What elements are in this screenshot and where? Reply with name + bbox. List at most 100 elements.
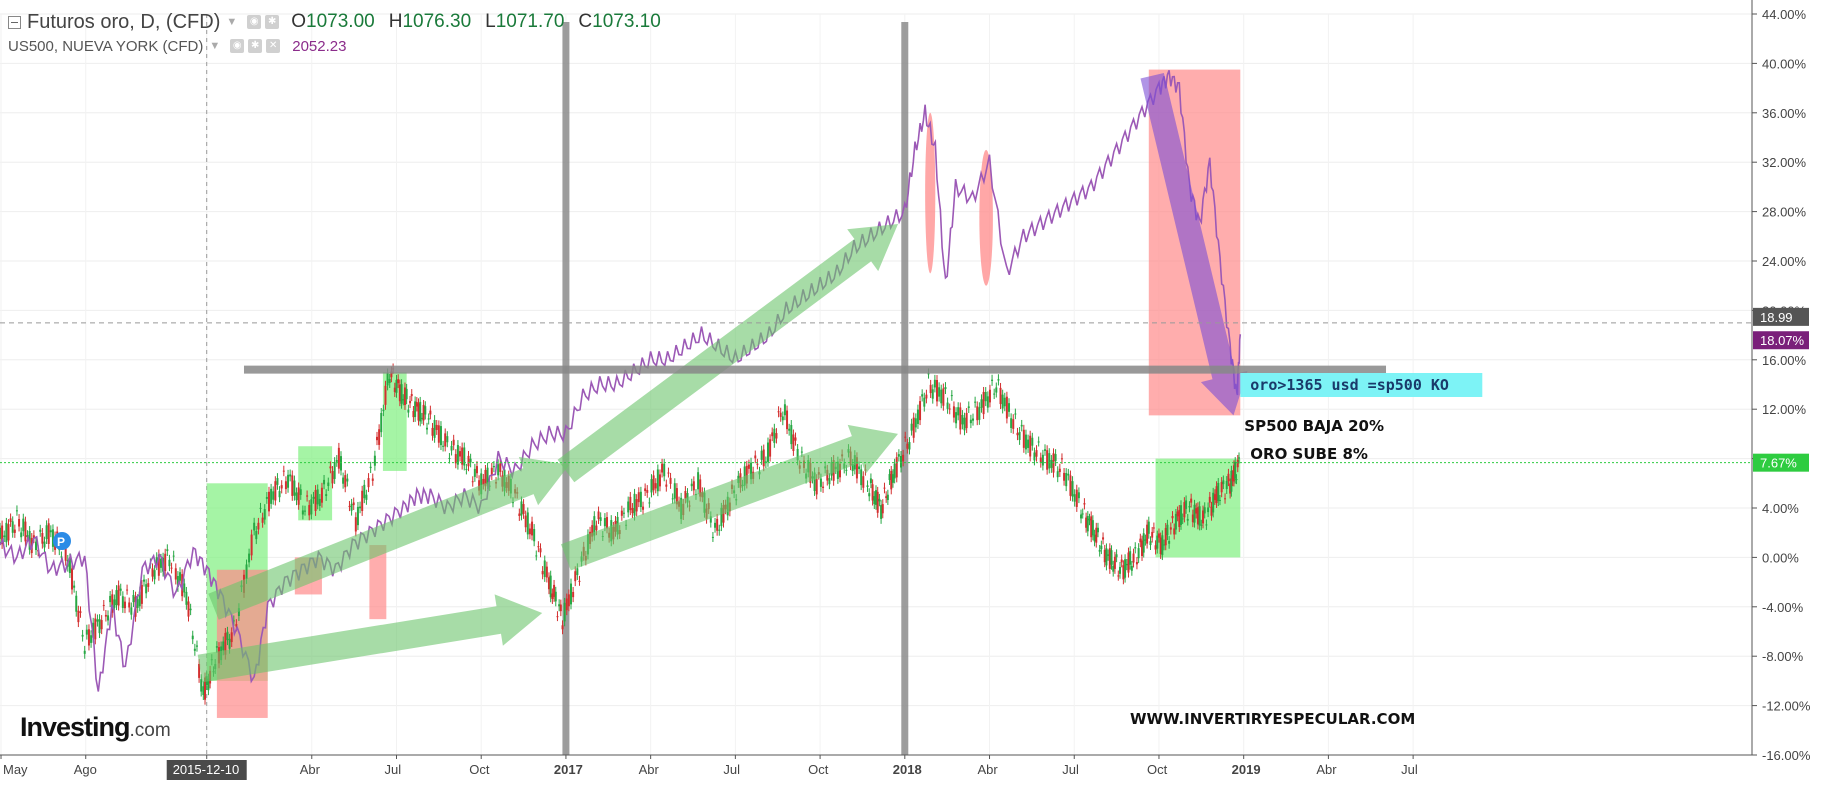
gold-candle xyxy=(320,487,323,503)
gold-candle xyxy=(923,397,926,407)
gold-candle xyxy=(658,474,661,487)
gold-candle xyxy=(51,529,54,547)
gold-candle xyxy=(189,608,192,611)
gold-candle xyxy=(1100,545,1103,550)
gold-candle xyxy=(794,437,797,441)
gold-candle xyxy=(769,439,772,457)
gold-candle xyxy=(644,488,647,492)
gold-candle xyxy=(64,547,67,561)
gold-candle xyxy=(871,484,874,501)
gold-candle xyxy=(669,477,672,484)
gold-candle xyxy=(293,480,296,496)
gold-candle xyxy=(815,479,818,495)
gold-candle xyxy=(663,463,666,477)
gold-candle xyxy=(1113,556,1116,569)
gold-candle xyxy=(274,481,277,501)
gold-candle xyxy=(367,478,370,488)
gold-candle xyxy=(1232,465,1235,482)
collapse-icon[interactable] xyxy=(8,15,21,29)
y-tick-label: -16.00% xyxy=(1762,748,1811,763)
gold-candle xyxy=(633,493,636,516)
gold-candle xyxy=(1191,514,1194,523)
chevron-down-icon[interactable]: ▼ xyxy=(209,40,221,52)
trend-arrow xyxy=(208,456,570,620)
gold-candle xyxy=(407,409,410,413)
gold-candle xyxy=(1085,517,1088,528)
gold-candle xyxy=(410,394,413,397)
gold-candle xyxy=(665,484,668,487)
chevron-down-icon[interactable]: ▼ xyxy=(226,16,238,28)
gold-candle xyxy=(117,585,120,606)
gold-candle xyxy=(567,594,570,607)
gold-candle xyxy=(1169,527,1172,530)
gold-candle xyxy=(22,518,25,532)
main-symbol-label[interactable]: Futuros oro, D, (CFD) xyxy=(27,10,221,33)
ohlc-l: L1071.70 xyxy=(485,11,564,32)
gold-candle xyxy=(1220,482,1223,493)
gold-candle xyxy=(1139,538,1142,543)
eye-icon[interactable]: ◉ xyxy=(247,15,262,29)
gold-candle xyxy=(948,408,951,410)
gold-candle xyxy=(1095,527,1098,543)
gear-icon[interactable]: ✱ xyxy=(248,39,263,53)
gold-candle xyxy=(414,401,417,417)
gold-candle xyxy=(671,498,674,500)
gold-candle xyxy=(405,388,408,400)
gold-candle xyxy=(714,522,717,528)
gold-candle xyxy=(1208,496,1211,503)
gold-candle xyxy=(253,522,256,531)
gold-candle xyxy=(1065,473,1068,487)
gold-candle xyxy=(828,478,831,485)
gold-candle xyxy=(291,475,294,496)
gold-candle xyxy=(207,678,210,691)
gold-candle xyxy=(1231,475,1234,482)
gold-candle xyxy=(130,607,133,615)
gold-candle xyxy=(1125,563,1128,566)
gold-candle xyxy=(656,469,659,492)
gold-candle xyxy=(365,494,368,500)
gold-candle xyxy=(1124,559,1127,578)
gold-candle xyxy=(1142,533,1145,553)
gear-icon[interactable]: ✱ xyxy=(265,15,280,29)
gold-candle xyxy=(463,447,466,466)
gold-candle xyxy=(469,458,472,463)
x-tick-label: 2015-12-10 xyxy=(173,762,240,777)
gold-candle xyxy=(885,496,888,498)
gold-candle xyxy=(452,439,455,446)
gold-candle xyxy=(969,419,972,424)
gold-candle xyxy=(1144,539,1147,541)
gold-candle xyxy=(777,411,780,413)
gold-candle xyxy=(950,395,953,397)
gold-candle xyxy=(245,564,248,579)
eye-icon[interactable]: ◉ xyxy=(230,39,245,53)
gold-candle xyxy=(858,466,861,470)
gold-candle xyxy=(921,394,924,397)
gold-candle xyxy=(45,525,48,540)
gold-candle xyxy=(1190,498,1193,503)
gold-candle xyxy=(559,604,562,612)
gold-candle xyxy=(980,399,983,408)
y-tick-label: 32.00% xyxy=(1762,155,1807,170)
gold-candle xyxy=(1195,508,1198,514)
gold-candle xyxy=(873,496,876,505)
gold-candle xyxy=(1058,468,1061,473)
gold-candle xyxy=(400,384,403,404)
gold-candle xyxy=(959,407,962,430)
gold-candle xyxy=(1222,480,1225,485)
gold-candle xyxy=(102,604,105,606)
gold-candle xyxy=(1163,544,1166,546)
gold-candle xyxy=(398,384,401,402)
gold-candle xyxy=(170,567,173,569)
gold-candle xyxy=(999,387,1002,405)
close-icon[interactable]: ✕ xyxy=(266,39,281,53)
gold-candle xyxy=(272,491,275,500)
second-symbol-label[interactable]: US500, NUEVA YORK (CFD) xyxy=(8,37,204,55)
gold-candle xyxy=(1031,437,1034,446)
gold-candle xyxy=(1117,575,1120,577)
gold-candle xyxy=(1238,457,1241,459)
gold-candle xyxy=(15,510,18,512)
gold-candle xyxy=(257,522,260,530)
gold-candle xyxy=(475,466,478,474)
gold-candle xyxy=(697,472,700,490)
gold-candle xyxy=(897,454,900,457)
